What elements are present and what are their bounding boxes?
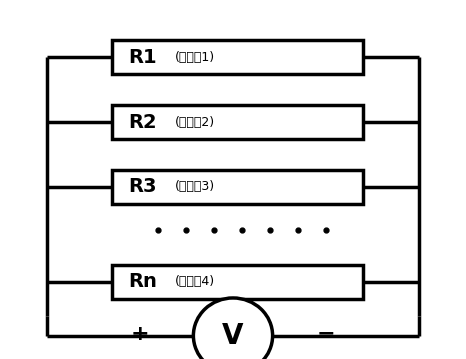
Text: V: V [222, 322, 244, 350]
Text: (加热坩4): (加热坩4) [175, 275, 215, 288]
Bar [112, 41, 363, 75]
Text: (加热坩3): (加热坩3) [175, 180, 215, 193]
Text: Rn: Rn [128, 272, 157, 291]
Text: R2: R2 [128, 113, 157, 131]
Ellipse shape [193, 298, 273, 359]
Text: −: − [317, 324, 336, 344]
Text: (加热坩1): (加热坩1) [175, 51, 215, 64]
Text: R1: R1 [128, 48, 157, 67]
Bar [112, 105, 363, 139]
Text: (加热坩2): (加热坩2) [175, 116, 215, 129]
Bar [112, 265, 363, 299]
Bar [112, 170, 363, 204]
Text: R3: R3 [128, 177, 157, 196]
Text: +: + [130, 324, 149, 344]
